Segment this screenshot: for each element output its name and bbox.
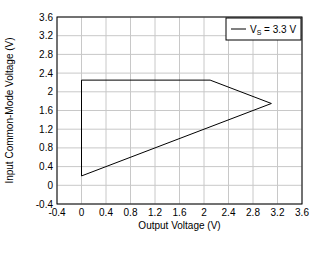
y-tick-label: 1.6 bbox=[39, 105, 53, 116]
y-tick-label: 1.2 bbox=[39, 124, 53, 135]
legend-box bbox=[226, 18, 301, 40]
y-grid-line bbox=[57, 73, 302, 74]
legend-swatch bbox=[231, 29, 246, 30]
x-tick-label: 2.8 bbox=[246, 207, 260, 218]
x-tick-label: 3.6 bbox=[295, 207, 309, 218]
x-tick-label: 0.4 bbox=[99, 207, 113, 218]
x-tick-label: 0 bbox=[79, 207, 85, 218]
y-tick-label: 0 bbox=[47, 180, 53, 191]
series-line bbox=[82, 80, 272, 176]
x-tick-label: 3.2 bbox=[271, 207, 285, 218]
chart: -0.400.40.81.21.622.42.83.23.6-0.400.40.… bbox=[0, 0, 335, 254]
x-tick-label: 2.4 bbox=[222, 207, 236, 218]
y-grid-line bbox=[57, 129, 302, 130]
y-grid-line bbox=[57, 110, 302, 111]
y-tick-label: 0.4 bbox=[39, 161, 53, 172]
y-tick-label: 3.6 bbox=[39, 12, 53, 23]
y-tick-label: 3.2 bbox=[39, 30, 53, 41]
y-tick-label: 2 bbox=[47, 86, 53, 97]
x-axis-label: Output Voltage (V) bbox=[138, 220, 220, 231]
y-grid-line bbox=[57, 185, 302, 186]
x-tick-label: 1.2 bbox=[148, 207, 162, 218]
legend-text-part: = 3.3 V bbox=[261, 24, 296, 35]
y-grid-line bbox=[57, 147, 302, 148]
grid bbox=[57, 17, 302, 204]
y-tick-label: 0.8 bbox=[39, 142, 53, 153]
y-tick-label: 2.8 bbox=[39, 49, 53, 60]
data-group bbox=[82, 80, 272, 176]
x-tick-label: 0.8 bbox=[124, 207, 138, 218]
y-axis-label: Input Common-Mode Voltage (V) bbox=[4, 37, 15, 183]
y-grid-line bbox=[57, 91, 302, 92]
legend-label: VS = 3.3 V bbox=[250, 24, 296, 36]
x-tick-label: 2 bbox=[201, 207, 207, 218]
y-tick-label: 2.4 bbox=[39, 68, 53, 79]
y-grid-line bbox=[57, 54, 302, 55]
x-tick-label: 1.6 bbox=[173, 207, 187, 218]
legend: VS = 3.3 V bbox=[226, 18, 301, 40]
plot-frame bbox=[57, 17, 302, 204]
y-grid-line bbox=[57, 166, 302, 167]
y-tick-label: -0.4 bbox=[36, 199, 54, 210]
